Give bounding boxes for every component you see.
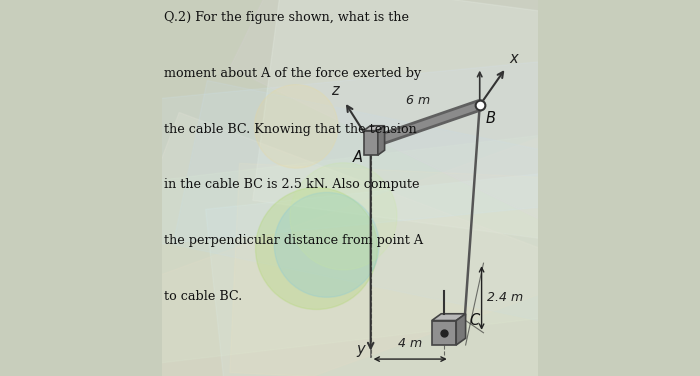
Text: C: C [470,313,480,328]
Polygon shape [363,126,384,130]
Circle shape [256,188,377,309]
Text: to cable BC.: to cable BC. [164,290,242,303]
Polygon shape [90,62,553,250]
Polygon shape [253,0,700,259]
Text: the cable BC. Knowing that the tension: the cable BC. Knowing that the tension [164,123,416,136]
Polygon shape [230,0,700,266]
Polygon shape [378,126,384,155]
Polygon shape [173,80,649,337]
Circle shape [290,163,397,270]
Polygon shape [230,163,690,376]
Text: the perpendicular distance from point A: the perpendicular distance from point A [164,234,423,247]
Circle shape [254,85,338,168]
Text: in the cable BC is 2.5 kN. Also compute: in the cable BC is 2.5 kN. Also compute [164,178,419,191]
Text: z: z [331,83,339,98]
Text: Q.2) For the figure shown, what is the: Q.2) For the figure shown, what is the [164,11,409,24]
Text: A: A [354,150,363,165]
Text: x: x [510,51,519,66]
Polygon shape [104,134,573,367]
Text: moment about A of the force exerted by: moment about A of the force exerted by [164,67,421,80]
Text: B: B [485,111,496,126]
Polygon shape [115,138,589,376]
Bar [432,320,456,345]
Polygon shape [456,314,466,345]
Text: I: I [369,348,372,361]
Text: 6 m: 6 m [405,94,430,107]
Polygon shape [206,162,685,376]
Polygon shape [432,314,466,320]
Text: y: y [356,342,365,357]
Circle shape [274,193,379,297]
Text: 2.4 m: 2.4 m [487,291,524,305]
Bar [363,130,378,155]
Text: 4 m: 4 m [398,337,422,350]
Polygon shape [82,112,601,376]
